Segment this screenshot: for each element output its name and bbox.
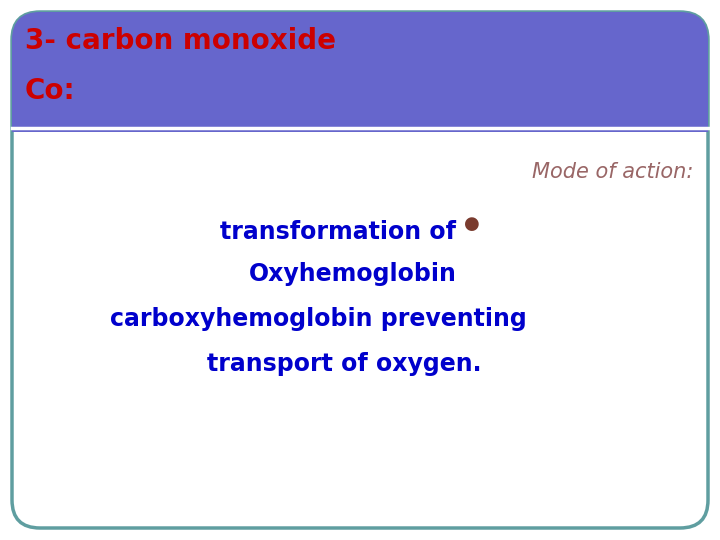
Text: Mode of action:: Mode of action:: [531, 162, 693, 182]
Text: Co:: Co:: [25, 77, 76, 105]
FancyBboxPatch shape: [12, 12, 708, 528]
Bar: [12, 104, 708, 132]
FancyBboxPatch shape: [12, 12, 708, 132]
Text: 3- carbon monoxide: 3- carbon monoxide: [25, 27, 336, 55]
Text: transformation of: transformation of: [220, 220, 456, 244]
Text: ●: ●: [464, 215, 480, 233]
Text: carboxyhemoglobin preventing: carboxyhemoglobin preventing: [109, 307, 526, 331]
Text: Oxyhemoglobin: Oxyhemoglobin: [248, 262, 456, 286]
Text: transport of oxygen.: transport of oxygen.: [207, 352, 482, 376]
